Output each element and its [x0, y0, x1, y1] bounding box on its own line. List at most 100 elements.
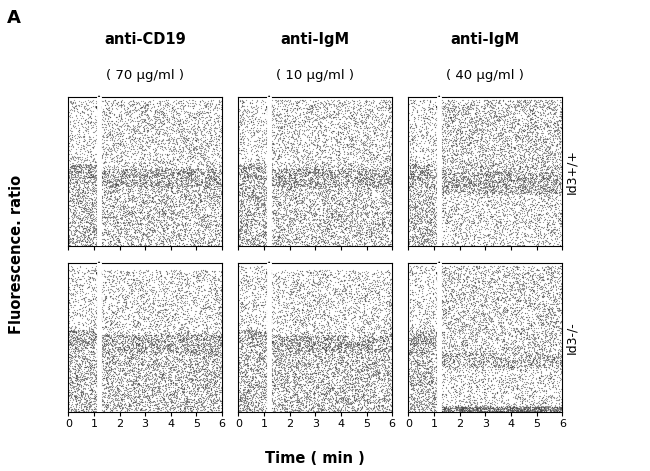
- Point: [98, 123, 108, 130]
- Point: [213, 150, 224, 158]
- Point: [335, 339, 346, 347]
- Point: [356, 165, 367, 173]
- Point: [386, 344, 396, 352]
- Point: [70, 175, 81, 183]
- Point: [259, 178, 269, 185]
- Point: [480, 290, 491, 298]
- Point: [206, 402, 216, 409]
- Point: [479, 407, 489, 415]
- Point: [112, 130, 122, 138]
- Point: [125, 396, 136, 403]
- Point: [275, 143, 285, 151]
- Point: [350, 133, 361, 141]
- Point: [541, 387, 551, 395]
- Point: [163, 183, 174, 190]
- Point: [151, 208, 161, 216]
- Point: [337, 362, 347, 370]
- Point: [178, 331, 188, 339]
- Point: [198, 354, 208, 361]
- Point: [346, 276, 356, 284]
- Point: [277, 212, 287, 220]
- Point: [314, 216, 324, 223]
- Point: [546, 263, 556, 271]
- Point: [346, 224, 356, 231]
- Point: [249, 208, 259, 216]
- Point: [332, 390, 342, 398]
- Point: [474, 236, 485, 244]
- Point: [506, 308, 517, 315]
- Point: [427, 178, 437, 186]
- Point: [474, 329, 484, 337]
- Point: [113, 287, 124, 295]
- Point: [75, 212, 85, 219]
- Point: [210, 174, 220, 181]
- Point: [552, 364, 562, 372]
- Point: [113, 334, 124, 342]
- Point: [304, 363, 314, 370]
- Point: [439, 268, 449, 276]
- Point: [191, 346, 202, 354]
- Point: [85, 278, 96, 286]
- Point: [84, 206, 95, 214]
- Point: [240, 107, 250, 115]
- Point: [484, 179, 494, 187]
- Point: [145, 175, 155, 182]
- Point: [250, 145, 260, 152]
- Point: [320, 123, 330, 130]
- Point: [450, 408, 461, 416]
- Point: [335, 195, 345, 203]
- Point: [554, 209, 565, 217]
- Point: [454, 176, 465, 183]
- Point: [174, 277, 185, 285]
- Point: [178, 239, 188, 247]
- Point: [437, 109, 447, 116]
- Point: [64, 404, 74, 411]
- Point: [286, 175, 296, 182]
- Point: [513, 343, 523, 350]
- Point: [347, 406, 358, 414]
- Point: [386, 118, 396, 125]
- Point: [385, 346, 396, 353]
- Point: [416, 362, 426, 369]
- Point: [133, 394, 144, 401]
- Point: [260, 201, 270, 208]
- Point: [377, 172, 387, 179]
- Point: [529, 299, 539, 307]
- Point: [83, 283, 93, 291]
- Point: [142, 295, 152, 303]
- Point: [430, 142, 440, 149]
- Point: [374, 229, 384, 237]
- Point: [350, 325, 360, 332]
- Point: [237, 175, 248, 182]
- Point: [84, 161, 95, 168]
- Point: [179, 402, 190, 409]
- Point: [338, 220, 348, 227]
- Point: [135, 145, 146, 152]
- Point: [426, 225, 436, 233]
- Point: [372, 224, 383, 232]
- Point: [170, 211, 181, 218]
- Point: [85, 224, 96, 231]
- Point: [206, 189, 216, 197]
- Point: [540, 183, 551, 190]
- Point: [377, 236, 387, 243]
- Point: [328, 179, 338, 187]
- Point: [118, 227, 129, 235]
- Point: [337, 110, 348, 118]
- Point: [413, 327, 424, 335]
- Point: [530, 136, 541, 144]
- Point: [554, 353, 565, 360]
- Point: [508, 403, 519, 411]
- Point: [317, 101, 328, 108]
- Point: [367, 183, 378, 190]
- Point: [470, 331, 480, 339]
- Point: [278, 312, 289, 319]
- Point: [214, 332, 225, 340]
- Point: [371, 154, 382, 161]
- Point: [518, 336, 528, 343]
- Point: [480, 171, 490, 179]
- Point: [174, 197, 184, 204]
- Point: [98, 175, 109, 183]
- Point: [421, 162, 432, 170]
- Point: [452, 272, 463, 279]
